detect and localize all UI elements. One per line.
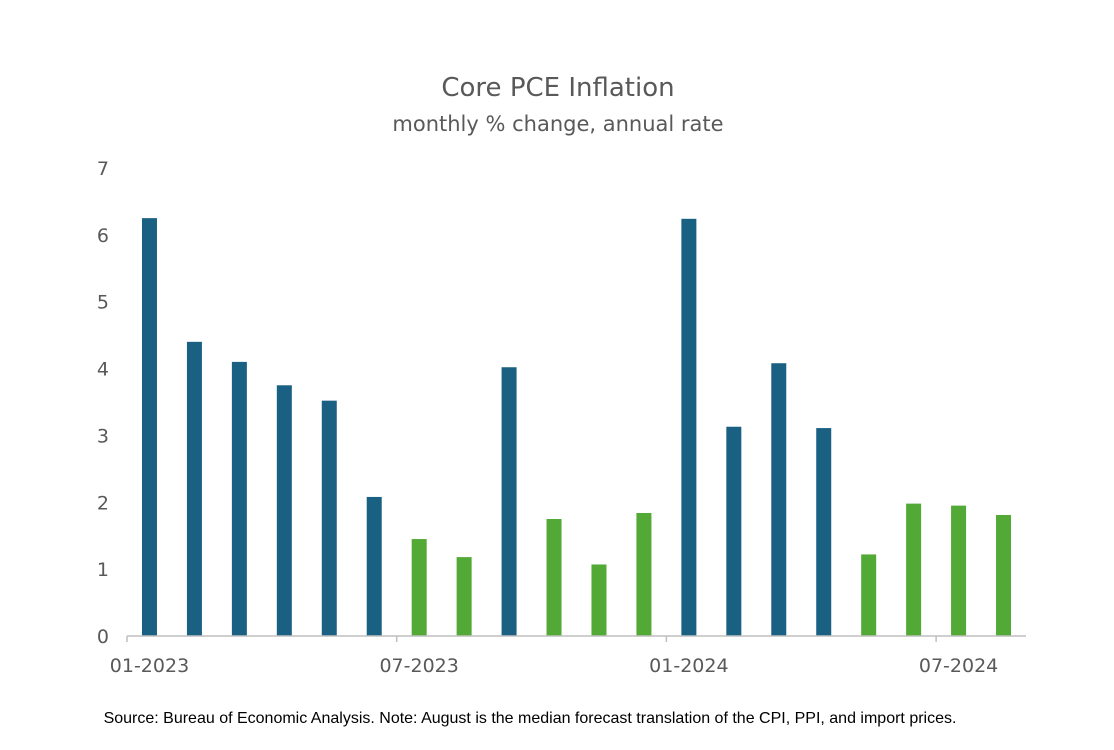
bar-06-2024	[906, 503, 922, 636]
x-tick-label: 01-2023	[110, 655, 189, 677]
bar-08-2024	[996, 514, 1012, 636]
bar-03-2024	[771, 363, 787, 636]
bar-03-2023	[231, 361, 247, 636]
x-tick-label: 01-2024	[649, 655, 728, 677]
bar-08-2023	[456, 557, 472, 636]
bar-06-2023	[366, 496, 382, 636]
bar-07-2023	[411, 539, 427, 636]
bars	[141, 218, 1012, 636]
y-tick-label: 3	[97, 425, 109, 447]
y-tick-label: 5	[97, 292, 109, 314]
bar-01-2024	[681, 218, 697, 636]
y-tick-label: 1	[97, 559, 109, 581]
bar-04-2023	[276, 385, 292, 636]
bar-07-2024	[951, 505, 967, 636]
bar-02-2023	[186, 341, 202, 636]
bar-09-2023	[501, 367, 517, 636]
bar-05-2024	[861, 554, 877, 636]
y-tick-label: 6	[97, 225, 109, 247]
y-tick-label: 0	[97, 626, 109, 648]
chart-title: Core PCE Inflation	[441, 73, 674, 103]
y-tick-label: 7	[97, 158, 109, 180]
x-tick-label: 07-2024	[919, 655, 998, 677]
x-tick-label: 07-2023	[379, 655, 458, 677]
y-tick-label: 2	[97, 492, 109, 514]
bar-10-2023	[546, 519, 562, 636]
bar-01-2023	[141, 218, 157, 636]
chart-subtitle: monthly % change, annual rate	[392, 112, 723, 136]
bar-12-2023	[636, 512, 652, 636]
source-note: Source: Bureau of Economic Analysis. Not…	[104, 710, 957, 727]
bar-05-2023	[321, 400, 337, 636]
bar-11-2023	[591, 564, 607, 636]
x-axis-labels: 01-2023 07-2023 01-2024 07-2024	[110, 636, 998, 677]
y-tick-label: 4	[97, 359, 109, 381]
bar-02-2024	[726, 426, 742, 636]
bar-04-2024	[816, 428, 832, 636]
y-axis-labels: 0 1 2 3 4 5 6 7	[97, 158, 109, 648]
